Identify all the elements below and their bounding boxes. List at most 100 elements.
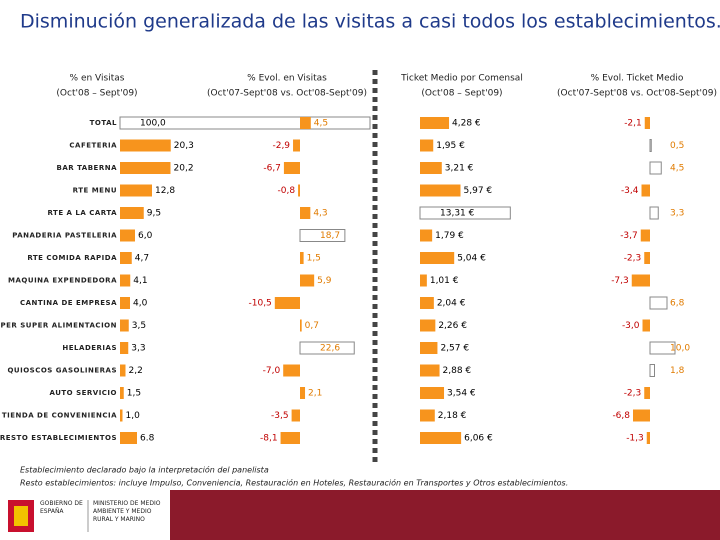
note: Resto establecimientos: incluye Impulso,… bbox=[20, 478, 568, 488]
bar bbox=[420, 184, 461, 197]
bar bbox=[420, 319, 436, 332]
value-label: -7,0 bbox=[263, 366, 281, 376]
bar bbox=[120, 274, 131, 287]
chart-title: Ticket Medio por Comensal bbox=[400, 74, 523, 84]
category-label: RTE COMIDA RAPIDA bbox=[27, 254, 117, 262]
value-label: 12,8 bbox=[155, 186, 175, 196]
bar bbox=[420, 117, 450, 129]
category-label: TOTAL bbox=[90, 119, 117, 127]
bar bbox=[420, 274, 427, 287]
value-label: 4,7 bbox=[135, 254, 149, 264]
value-label: 1,8 bbox=[670, 366, 685, 376]
bar bbox=[120, 364, 126, 377]
bar bbox=[120, 297, 130, 309]
category-label: BAR TABERNA bbox=[56, 164, 117, 172]
bar bbox=[420, 139, 434, 152]
value-label: 5,97 € bbox=[464, 186, 493, 196]
value-label: -6,8 bbox=[612, 411, 630, 421]
value-label: -3,0 bbox=[622, 321, 640, 331]
bar bbox=[299, 341, 355, 355]
value-label: -10,5 bbox=[249, 299, 272, 309]
value-label: 100,0 bbox=[140, 119, 166, 129]
value-label: 4,5 bbox=[670, 164, 684, 174]
bar bbox=[633, 409, 650, 422]
category-label: RTE MENU bbox=[73, 187, 117, 195]
ministry-box: MINISTERIO DE MEDIO AMBIENTE Y MEDIO RUR… bbox=[93, 500, 160, 523]
gov-text: GOBIERNO DE ESPAÑA bbox=[40, 500, 83, 515]
bar bbox=[120, 252, 132, 264]
bar bbox=[642, 319, 650, 332]
bar bbox=[120, 409, 123, 422]
value-label: 4,3 bbox=[313, 209, 327, 219]
value-label: 4,28 € bbox=[452, 119, 481, 129]
bar bbox=[420, 252, 455, 264]
bar bbox=[120, 342, 129, 354]
bar bbox=[120, 139, 171, 152]
value-label: -2,1 bbox=[624, 119, 642, 129]
chart-subtitle: (Oct'08 – Sept'09) bbox=[56, 89, 137, 99]
value-label: 1,0 bbox=[126, 411, 141, 421]
bar bbox=[298, 184, 300, 197]
bar bbox=[420, 387, 445, 399]
value-label: 2,2 bbox=[129, 366, 143, 376]
value-label: 0,5 bbox=[670, 141, 684, 151]
bar bbox=[420, 297, 434, 309]
chart-title: % Evol. en Visitas bbox=[247, 74, 327, 84]
bar bbox=[644, 117, 650, 129]
bar bbox=[274, 297, 300, 309]
chart-title: % Evol. Ticket Medio bbox=[591, 74, 684, 84]
bar bbox=[420, 432, 462, 444]
value-label: 2,04 € bbox=[437, 299, 466, 309]
bar bbox=[641, 184, 650, 197]
value-label: 6,0 bbox=[138, 231, 153, 241]
value-label: 3,54 € bbox=[447, 389, 476, 399]
bar bbox=[649, 161, 662, 175]
category-label: CAFETERIA bbox=[69, 142, 117, 150]
bar bbox=[419, 206, 511, 220]
value-label: 10,0 bbox=[670, 344, 690, 354]
category-label: QUIOSCOS GASOLINERAS bbox=[7, 367, 117, 375]
bar bbox=[291, 409, 300, 422]
value-label: 5,04 € bbox=[457, 254, 486, 264]
bar bbox=[283, 162, 300, 174]
bar bbox=[644, 252, 650, 264]
category-label: RTE A LA CARTA bbox=[47, 209, 117, 217]
value-label: 18,7 bbox=[320, 231, 340, 241]
bar bbox=[120, 319, 129, 332]
bar bbox=[631, 274, 650, 287]
value-label: 1,01 € bbox=[430, 276, 459, 286]
bar bbox=[644, 387, 650, 399]
chart-subtitle: (Oct'07-Sept'08 vs. Oct'08-Sept'09) bbox=[207, 89, 367, 99]
bar bbox=[300, 274, 315, 287]
bar bbox=[120, 387, 124, 399]
bar bbox=[420, 162, 442, 174]
bar bbox=[649, 364, 655, 377]
value-label: -6,7 bbox=[263, 164, 281, 174]
chart-subtitle: (Oct'07-Sept'08 vs. Oct'08-Sept'09) bbox=[557, 89, 717, 99]
value-label: -1,3 bbox=[626, 434, 644, 444]
bar bbox=[120, 207, 144, 219]
bar bbox=[649, 341, 676, 355]
gov-box: GOBIERNO DE ESPAÑA bbox=[40, 500, 83, 515]
value-label: 4,1 bbox=[133, 276, 147, 286]
bar bbox=[300, 319, 302, 332]
bar bbox=[120, 432, 137, 444]
value-label: 6,06 € bbox=[464, 434, 493, 444]
category-label: RESTO ESTABLECIMIENTOS bbox=[0, 434, 117, 442]
category-label: HIPER SUPER ALIMENTACION bbox=[0, 322, 117, 330]
value-label: 2,26 € bbox=[438, 321, 467, 331]
value-label: 20,3 bbox=[174, 141, 194, 151]
value-label: 1,5 bbox=[307, 254, 321, 264]
bar bbox=[300, 252, 304, 264]
category-label: CANTINA DE EMPRESA bbox=[20, 299, 117, 307]
value-label: -3,7 bbox=[620, 231, 638, 241]
bar bbox=[120, 162, 171, 174]
bar bbox=[120, 184, 152, 197]
category-label: AUTO SERVICIO bbox=[50, 389, 117, 397]
bar bbox=[649, 296, 668, 310]
bar bbox=[420, 229, 433, 242]
value-label: -2,3 bbox=[624, 389, 642, 399]
value-label: -2,3 bbox=[624, 254, 642, 264]
bar bbox=[293, 139, 300, 152]
